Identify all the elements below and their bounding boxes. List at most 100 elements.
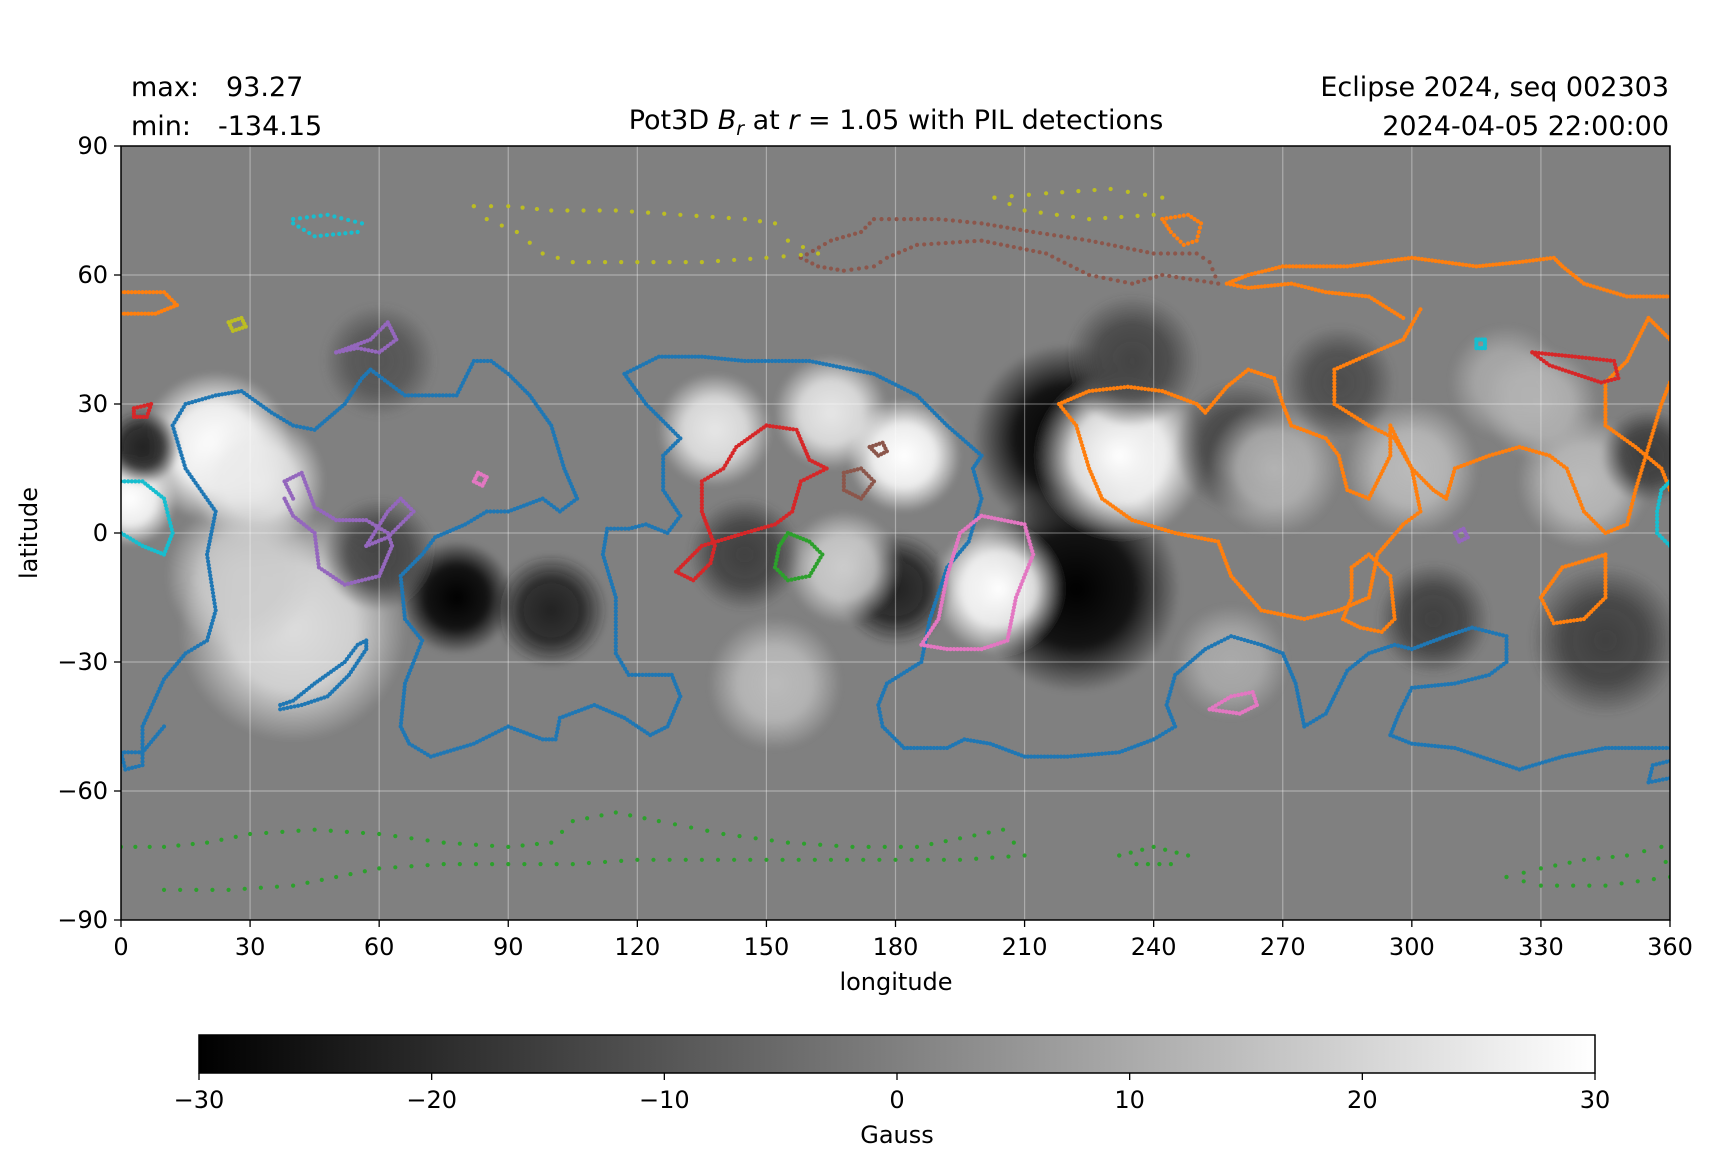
- pil-point: [1165, 699, 1170, 704]
- pil-point: [1031, 229, 1036, 235]
- pil-point: [1323, 290, 1328, 295]
- pil-point: [213, 608, 218, 613]
- pil-point: [1293, 681, 1298, 686]
- pil-point: [1414, 489, 1419, 494]
- pil-point: [1332, 447, 1337, 452]
- pil-point: [1610, 854, 1615, 860]
- pil-point: [168, 524, 174, 529]
- pil-point: [165, 510, 170, 515]
- pil-point: [971, 469, 977, 474]
- pil-point: [131, 538, 136, 543]
- pil-point: [709, 355, 714, 360]
- pil-point: [1087, 389, 1092, 394]
- pil-point: [342, 659, 347, 665]
- pil-point: [481, 736, 486, 742]
- pil-point: [319, 877, 324, 882]
- magnetic-feature: [1601, 408, 1670, 503]
- pil-point: [1436, 744, 1441, 749]
- pil-point: [774, 558, 779, 563]
- pil-point: [1654, 418, 1659, 423]
- pil-point: [1335, 687, 1340, 693]
- pil-point: [1294, 684, 1299, 689]
- pil-point: [1490, 670, 1495, 675]
- pil-point: [312, 534, 318, 539]
- pil-point: [1399, 644, 1404, 649]
- pil-point: [499, 223, 504, 228]
- pil-point: [1530, 448, 1535, 453]
- pil-point: [667, 857, 672, 862]
- pil-point: [1299, 284, 1304, 289]
- pil-point: [732, 857, 737, 862]
- pil-point: [208, 576, 213, 582]
- pil-point: [1638, 294, 1643, 299]
- pil-point: [557, 449, 562, 455]
- pil-point: [866, 474, 871, 479]
- pil-point: [1573, 751, 1578, 757]
- pil-point: [1546, 351, 1551, 357]
- pil-point: [174, 436, 179, 441]
- pil-point: [301, 425, 306, 430]
- pil-contour: [1603, 315, 1670, 493]
- pil-point: [409, 664, 414, 670]
- pil-point: [1115, 385, 1120, 391]
- pil-point: [204, 638, 210, 643]
- pil-point: [756, 527, 761, 532]
- magnetic-feature: [657, 373, 772, 487]
- pil-point: [503, 725, 508, 731]
- pil-point: [1398, 708, 1403, 713]
- pil-point: [161, 844, 167, 850]
- pil-point: [465, 743, 470, 748]
- pil-point: [362, 347, 367, 352]
- pil-point: [1557, 755, 1562, 760]
- magnetic-feature: [121, 409, 181, 485]
- pil-point: [736, 532, 741, 538]
- pil-point: [937, 610, 942, 615]
- pil-point: [1658, 491, 1663, 496]
- pil-point: [471, 358, 476, 364]
- magnetic-feature: [165, 500, 318, 652]
- pil-point: [773, 358, 778, 364]
- pil-point: [1523, 446, 1529, 452]
- pil-point: [278, 707, 283, 712]
- pil-point: [153, 696, 158, 701]
- pil-point: [1318, 264, 1323, 269]
- pil-point: [430, 538, 436, 543]
- pil-point: [1330, 444, 1335, 450]
- pil-point: [409, 864, 414, 869]
- pil-point: [729, 534, 734, 540]
- pil-point: [613, 595, 618, 600]
- pil-point: [1039, 754, 1044, 759]
- pil-point: [1213, 274, 1218, 279]
- pil-point: [1362, 262, 1367, 267]
- pil-point: [798, 252, 803, 258]
- pil-point: [1423, 257, 1428, 262]
- pil-point: [400, 391, 405, 396]
- pil-point: [457, 841, 462, 846]
- colorbar-tick-label: −20: [406, 1086, 457, 1114]
- pil-point: [1417, 506, 1422, 511]
- pil-point: [1265, 609, 1270, 614]
- pil-point: [1294, 688, 1300, 693]
- pil-point: [775, 554, 780, 559]
- pil-point: [463, 374, 469, 379]
- pil-point: [1602, 379, 1607, 384]
- pil-point: [776, 547, 781, 552]
- pil-point: [835, 267, 840, 272]
- pil-point: [1158, 251, 1163, 256]
- pil-point: [602, 559, 607, 564]
- pil-point: [1280, 264, 1285, 269]
- pil-point: [1298, 704, 1303, 709]
- pil-point: [1591, 284, 1596, 289]
- pil-point: [1613, 745, 1618, 751]
- pil-point: [1268, 375, 1274, 380]
- pil-point: [1452, 745, 1457, 751]
- pil-point: [416, 393, 421, 398]
- pil-point: [435, 752, 440, 757]
- pil-point: [1561, 464, 1566, 469]
- pil-point: [1332, 384, 1337, 389]
- pil-point: [391, 384, 396, 389]
- pil-point: [778, 518, 783, 523]
- pil-point: [1392, 642, 1397, 647]
- pil-point: [1216, 539, 1221, 544]
- pil-point: [1077, 433, 1082, 438]
